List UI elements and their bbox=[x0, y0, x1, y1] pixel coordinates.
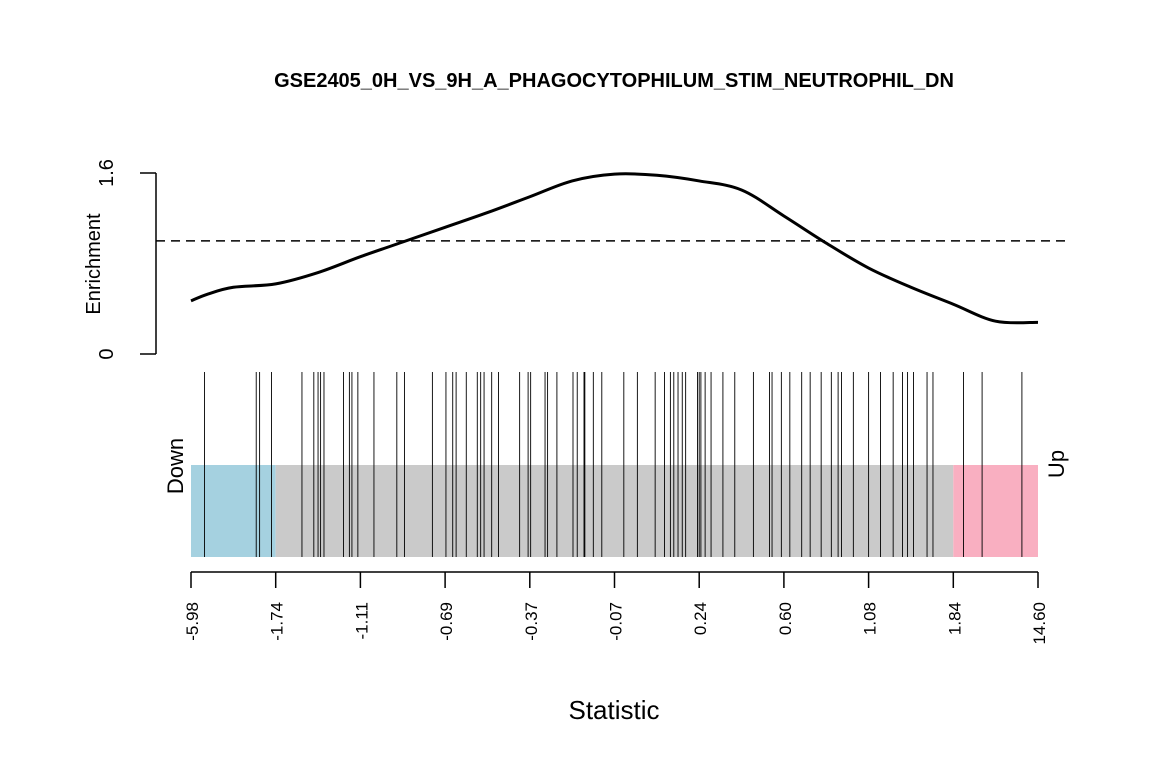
x-tick-label-4: -0.37 bbox=[522, 602, 541, 641]
x-tick-label-1: -1.74 bbox=[268, 602, 287, 641]
gene-lines bbox=[204, 372, 1023, 557]
chart-title: GSE2405_0H_VS_9H_A_PHAGOCYTOPHILUM_STIM_… bbox=[274, 70, 954, 92]
middle-region bbox=[275, 465, 954, 557]
x-axis-label: Statistic bbox=[568, 695, 659, 725]
x-tick-label-7: 0.60 bbox=[776, 602, 795, 635]
x-tick-label-8: 1.08 bbox=[861, 602, 880, 635]
y-tick-label-bottom: 0 bbox=[96, 348, 118, 359]
up-region bbox=[953, 465, 1038, 557]
barcode-panel: Down Up bbox=[163, 372, 1069, 557]
y-axis-label: Enrichment bbox=[83, 213, 105, 315]
x-tick-label-10: 14.60 bbox=[1030, 602, 1049, 645]
x-tick-label-2: -1.11 bbox=[352, 602, 371, 640]
x-tick-label-9: 1.84 bbox=[945, 602, 964, 635]
down-label: Down bbox=[163, 438, 188, 494]
y-tick-label-top: 1.6 bbox=[96, 159, 118, 187]
x-axis: -5.98 -1.74 -1.11 -0.69 -0.37 -0.07 0.24 0.60 1.… bbox=[183, 571, 1049, 645]
down-region bbox=[191, 465, 276, 557]
x-tick-label-0: -5.98 bbox=[183, 602, 202, 641]
enrichment-curve bbox=[190, 172, 1039, 325]
x-tick-label-6: 0.24 bbox=[691, 602, 710, 635]
x-tick-label-3: -0.69 bbox=[437, 602, 456, 641]
x-tick-label-5: -0.07 bbox=[607, 602, 626, 641]
enrichment-panel: 1.6 0 Enrichment bbox=[83, 159, 1067, 360]
up-label: Up bbox=[1044, 450, 1069, 478]
